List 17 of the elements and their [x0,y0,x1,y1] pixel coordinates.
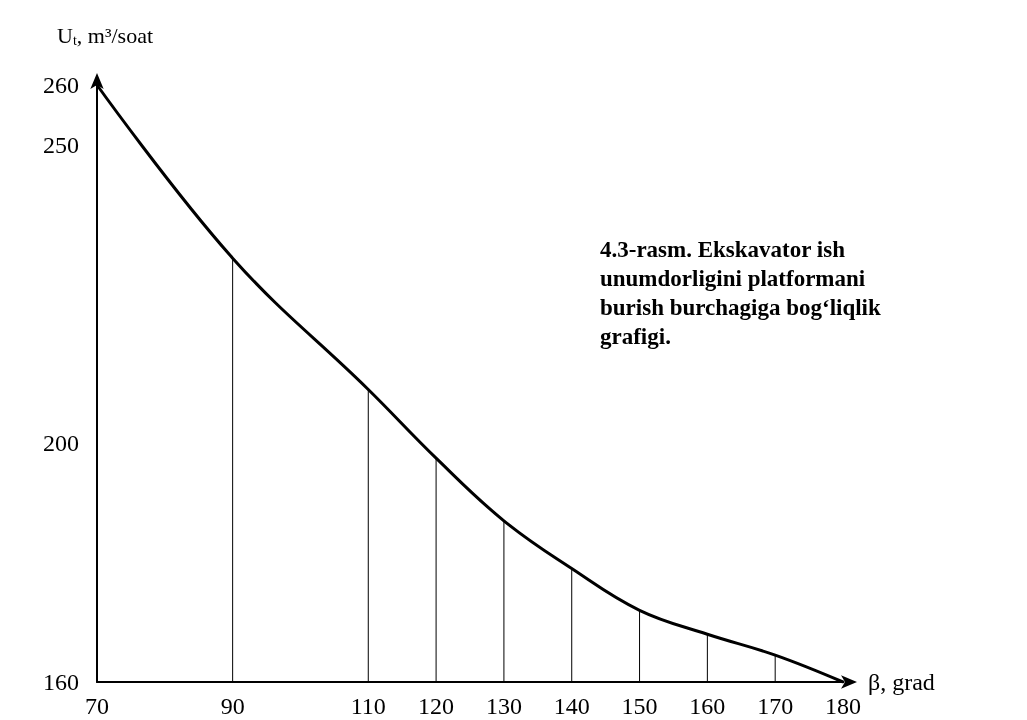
x-tick-label: 170 [757,693,794,719]
x-tick-label: 160 [689,693,726,719]
x-tick-label: 140 [553,693,590,719]
x-tick-label: 110 [350,693,386,719]
x-tick-label: 180 [825,693,861,719]
y-tick-label: 200 [43,430,79,457]
x-tick-label: 130 [485,693,522,719]
x-tick-label: 70 [85,693,109,719]
x-tick-label: 90 [220,693,245,719]
y-tick-label: 250 [43,131,79,158]
annotation: 4.3-rasm. Ekskavator ish unumdorligini platformani burish burchagiga bog‘liqlik grafigi. [600,237,887,349]
x-tick-label: 120 [418,693,455,719]
x-tick-label: 150 [621,693,658,719]
y-axis-title: Ut, m³/soat [57,22,154,48]
y-tick-label: 160 [43,669,79,695]
y-tick-label: 260 [43,72,79,98]
x-axis-title: β, grad [868,669,935,695]
